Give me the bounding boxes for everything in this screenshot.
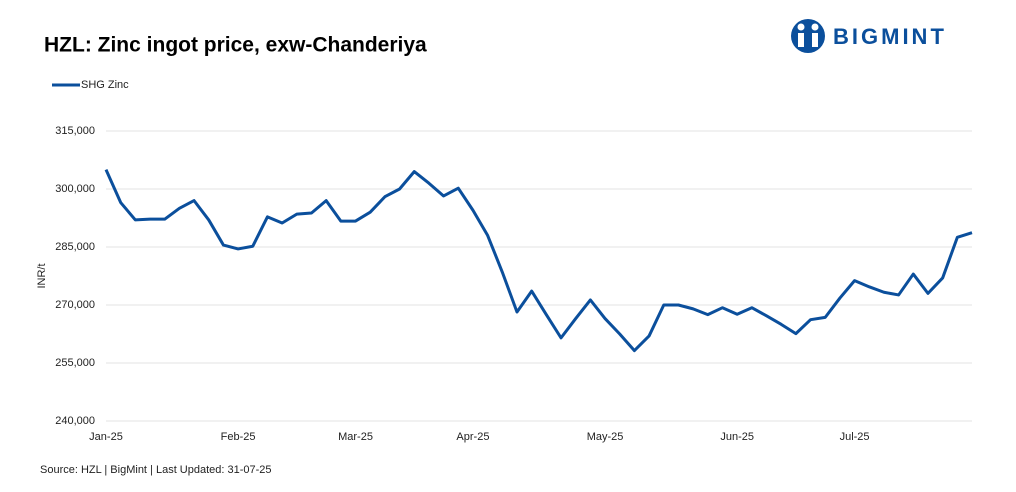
x-tick-label: Jun-25: [720, 431, 754, 443]
y-tick-label: 315,000: [55, 125, 95, 137]
logo-icon: [791, 19, 825, 53]
legend-label: SHG Zinc: [81, 79, 129, 91]
y-tick-label: 240,000: [55, 415, 95, 427]
y-tick-label: 300,000: [55, 183, 95, 195]
x-tick-label: Feb-25: [221, 431, 256, 443]
x-tick-label: Jul-25: [840, 431, 870, 443]
source: Source: HZL | BigMint | Last Updated: 31…: [40, 464, 272, 476]
x-tick-label: May-25: [587, 431, 624, 443]
logo-text: BIGMINT: [833, 24, 947, 49]
y-tick-label: 270,000: [55, 299, 95, 311]
y-axis-label: INR/t: [36, 263, 48, 288]
y-tick-label: 285,000: [55, 241, 95, 253]
x-tick-label: Apr-25: [456, 431, 489, 443]
series-line: [104, 169, 973, 353]
y-tick-label: 255,000: [55, 357, 95, 369]
x-tick-label: Jan-25: [89, 431, 123, 443]
x-tick-label: Mar-25: [338, 431, 373, 443]
chart-title: HZL: Zinc ingot price, exw-Chanderiya: [44, 34, 427, 57]
